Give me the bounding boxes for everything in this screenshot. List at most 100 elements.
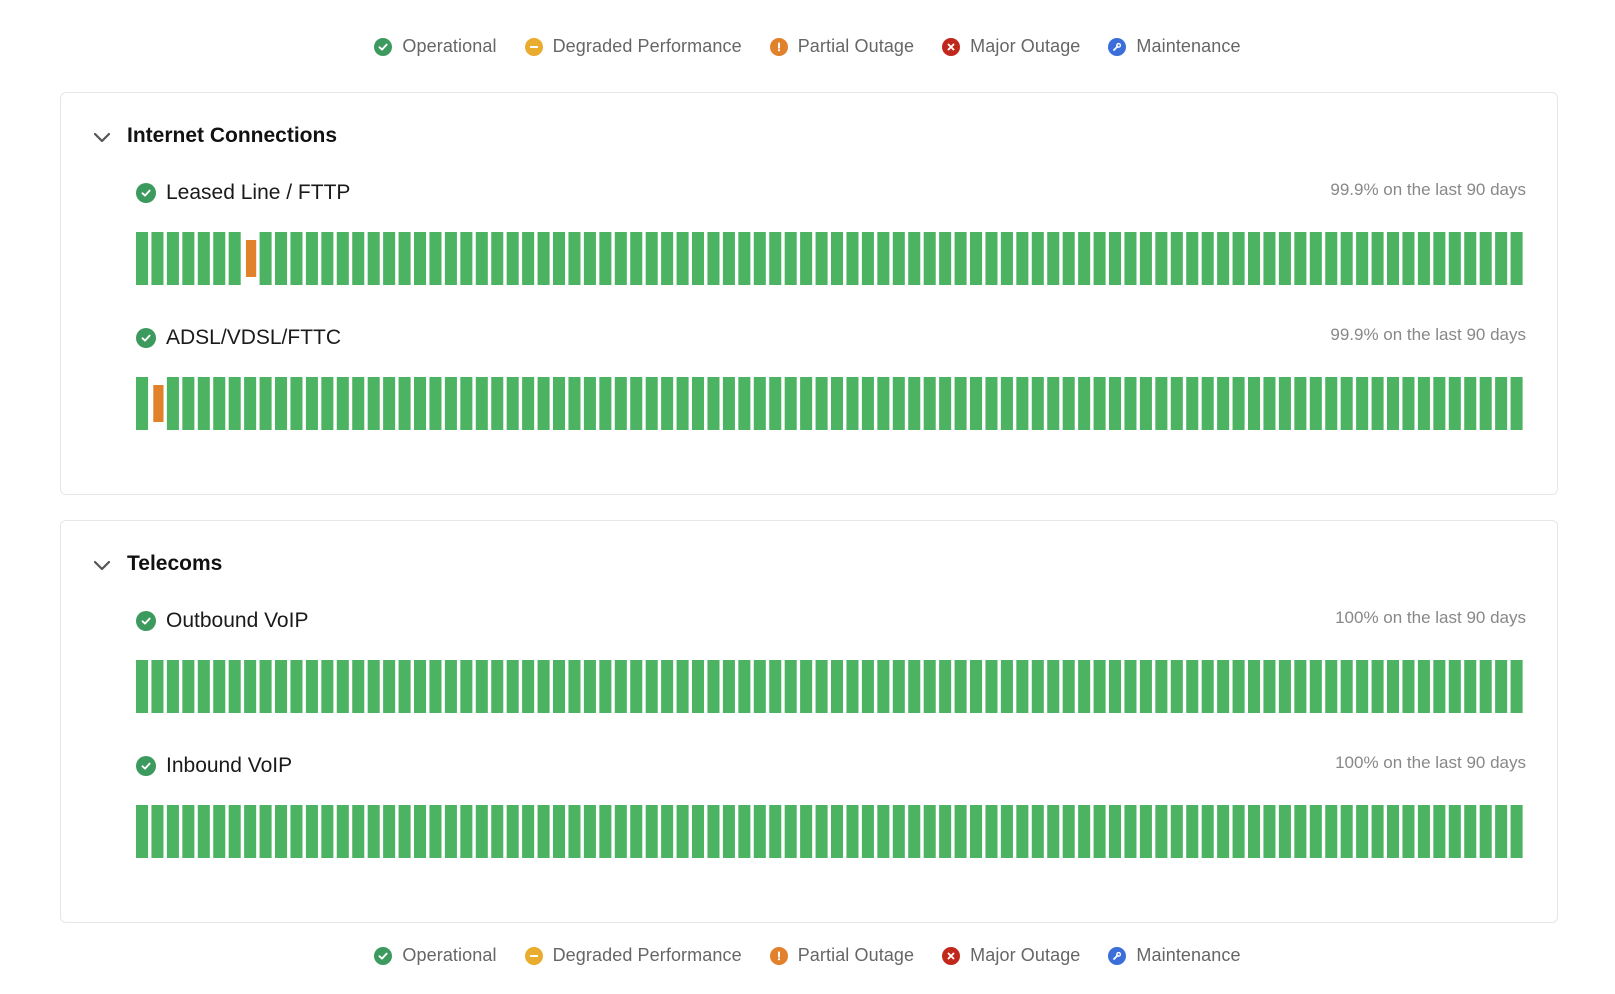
uptime-day-bar[interactable] bbox=[846, 805, 859, 858]
uptime-day-bar[interactable] bbox=[1387, 377, 1400, 430]
uptime-day-bar[interactable] bbox=[1016, 660, 1029, 713]
uptime-day-bar[interactable] bbox=[1309, 377, 1322, 430]
uptime-day-bar[interactable] bbox=[1263, 805, 1276, 858]
uptime-day-bar[interactable] bbox=[738, 805, 751, 858]
uptime-day-bar[interactable] bbox=[1387, 660, 1400, 713]
uptime-day-bar[interactable] bbox=[1325, 805, 1338, 858]
uptime-day-bar[interactable] bbox=[1031, 660, 1044, 713]
uptime-day-bar[interactable] bbox=[892, 377, 905, 430]
uptime-day-bar[interactable] bbox=[136, 660, 149, 713]
uptime-day-bar[interactable] bbox=[784, 232, 797, 285]
uptime-day-bar[interactable] bbox=[1047, 232, 1060, 285]
uptime-day-bar[interactable] bbox=[259, 660, 272, 713]
uptime-day-bar[interactable] bbox=[1340, 377, 1353, 430]
uptime-day-bar[interactable] bbox=[583, 377, 596, 430]
uptime-day-bar[interactable] bbox=[553, 805, 566, 858]
uptime-day-bar[interactable] bbox=[244, 660, 257, 713]
uptime-day-bar[interactable] bbox=[970, 377, 983, 430]
uptime-day-bar[interactable] bbox=[522, 377, 535, 430]
uptime-day-bar[interactable] bbox=[522, 660, 535, 713]
uptime-day-bar[interactable] bbox=[614, 232, 627, 285]
uptime-day-bar[interactable] bbox=[645, 377, 658, 430]
uptime-day-bar[interactable] bbox=[707, 805, 720, 858]
uptime-day-bar[interactable] bbox=[1402, 805, 1415, 858]
uptime-day-bar[interactable] bbox=[784, 377, 797, 430]
uptime-day-bar[interactable] bbox=[970, 660, 983, 713]
uptime-day-bar[interactable] bbox=[414, 660, 427, 713]
uptime-day-bar[interactable] bbox=[166, 232, 179, 285]
uptime-day-bar[interactable] bbox=[1495, 377, 1508, 430]
uptime-day-bar[interactable] bbox=[753, 377, 766, 430]
uptime-day-bar[interactable] bbox=[1047, 660, 1060, 713]
uptime-day-bar[interactable] bbox=[1340, 805, 1353, 858]
uptime-day-bar[interactable] bbox=[151, 660, 164, 713]
uptime-day-bar[interactable] bbox=[522, 232, 535, 285]
uptime-day-bar[interactable] bbox=[290, 805, 303, 858]
uptime-day-bar[interactable] bbox=[352, 377, 365, 430]
uptime-day-bar[interactable] bbox=[228, 232, 241, 285]
uptime-day-bar[interactable] bbox=[429, 660, 442, 713]
uptime-day-bar[interactable] bbox=[1139, 660, 1152, 713]
uptime-day-bar[interactable] bbox=[1371, 660, 1384, 713]
uptime-day-bar[interactable] bbox=[1340, 232, 1353, 285]
uptime-day-bar[interactable] bbox=[1047, 805, 1060, 858]
uptime-day-bar[interactable] bbox=[383, 805, 396, 858]
uptime-day-bar[interactable] bbox=[1464, 377, 1477, 430]
uptime-day-bar[interactable] bbox=[970, 232, 983, 285]
uptime-day-bar[interactable] bbox=[398, 660, 411, 713]
uptime-day-bar[interactable] bbox=[1232, 232, 1245, 285]
uptime-day-bar[interactable] bbox=[414, 232, 427, 285]
uptime-day-bar[interactable] bbox=[661, 377, 674, 430]
uptime-day-bar[interactable] bbox=[738, 377, 751, 430]
uptime-day-bar[interactable] bbox=[985, 377, 998, 430]
uptime-day-bar[interactable] bbox=[1356, 377, 1369, 430]
uptime-day-bar[interactable] bbox=[1371, 377, 1384, 430]
uptime-day-bar[interactable] bbox=[1371, 805, 1384, 858]
uptime-day-bar[interactable] bbox=[537, 660, 550, 713]
uptime-day-bar[interactable] bbox=[182, 377, 195, 430]
uptime-day-bar[interactable] bbox=[460, 377, 473, 430]
uptime-day-bar[interactable] bbox=[1217, 377, 1230, 430]
uptime-day-bar[interactable] bbox=[1294, 805, 1307, 858]
uptime-day-bar[interactable] bbox=[136, 377, 149, 430]
uptime-day-bar[interactable] bbox=[398, 377, 411, 430]
uptime-day-bar[interactable] bbox=[568, 377, 581, 430]
uptime-day-bar[interactable] bbox=[1201, 805, 1214, 858]
uptime-day-bar[interactable] bbox=[460, 232, 473, 285]
uptime-day-bar[interactable] bbox=[738, 660, 751, 713]
uptime-day-bar[interactable] bbox=[444, 805, 457, 858]
uptime-day-bar[interactable] bbox=[1433, 377, 1446, 430]
uptime-day-bar[interactable] bbox=[1448, 377, 1461, 430]
uptime-day-bar[interactable] bbox=[1155, 805, 1168, 858]
uptime-day-bar[interactable] bbox=[908, 232, 921, 285]
uptime-day-bar[interactable] bbox=[614, 805, 627, 858]
uptime-day-bar[interactable] bbox=[1000, 377, 1013, 430]
uptime-day-bar[interactable] bbox=[1479, 805, 1492, 858]
uptime-day-bar[interactable] bbox=[1016, 805, 1029, 858]
uptime-day-bar[interactable] bbox=[877, 377, 890, 430]
uptime-day-bar[interactable] bbox=[1495, 232, 1508, 285]
uptime-day-bar[interactable] bbox=[1186, 805, 1199, 858]
uptime-day-bar[interactable] bbox=[275, 805, 288, 858]
uptime-day-bar[interactable] bbox=[815, 232, 828, 285]
uptime-day-bar[interactable] bbox=[1263, 660, 1276, 713]
uptime-day-bar[interactable] bbox=[1124, 377, 1137, 430]
uptime-day-bar[interactable] bbox=[939, 232, 952, 285]
uptime-day-bar[interactable] bbox=[707, 232, 720, 285]
uptime-day-bar[interactable] bbox=[1356, 805, 1369, 858]
uptime-day-bar[interactable] bbox=[1294, 232, 1307, 285]
uptime-day-bar[interactable] bbox=[321, 377, 334, 430]
uptime-day-bar[interactable] bbox=[985, 660, 998, 713]
uptime-day-bar[interactable] bbox=[1093, 805, 1106, 858]
uptime-day-bar[interactable] bbox=[892, 660, 905, 713]
uptime-day-bar[interactable] bbox=[1217, 805, 1230, 858]
uptime-day-bar[interactable] bbox=[1201, 377, 1214, 430]
uptime-day-bar[interactable] bbox=[305, 660, 318, 713]
chevron-down-icon[interactable] bbox=[91, 555, 113, 577]
uptime-day-bar[interactable] bbox=[568, 805, 581, 858]
uptime-day-bar[interactable] bbox=[1510, 805, 1523, 858]
uptime-day-bar-partial-outage[interactable] bbox=[245, 240, 257, 277]
uptime-day-bar[interactable] bbox=[923, 660, 936, 713]
uptime-day-bar[interactable] bbox=[1402, 377, 1415, 430]
uptime-day-bar[interactable] bbox=[136, 805, 149, 858]
